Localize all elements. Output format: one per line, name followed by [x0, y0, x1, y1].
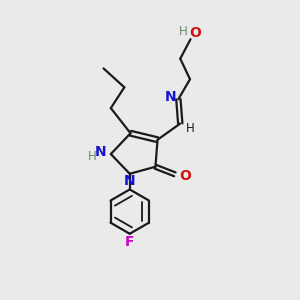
Text: H: H [88, 150, 96, 163]
Text: O: O [190, 26, 201, 40]
Text: N: N [124, 174, 136, 188]
Text: O: O [179, 169, 191, 183]
Text: N: N [95, 145, 106, 159]
Text: F: F [125, 236, 134, 249]
Text: H: H [178, 25, 187, 38]
Text: H: H [186, 122, 195, 135]
Text: N: N [165, 89, 177, 103]
